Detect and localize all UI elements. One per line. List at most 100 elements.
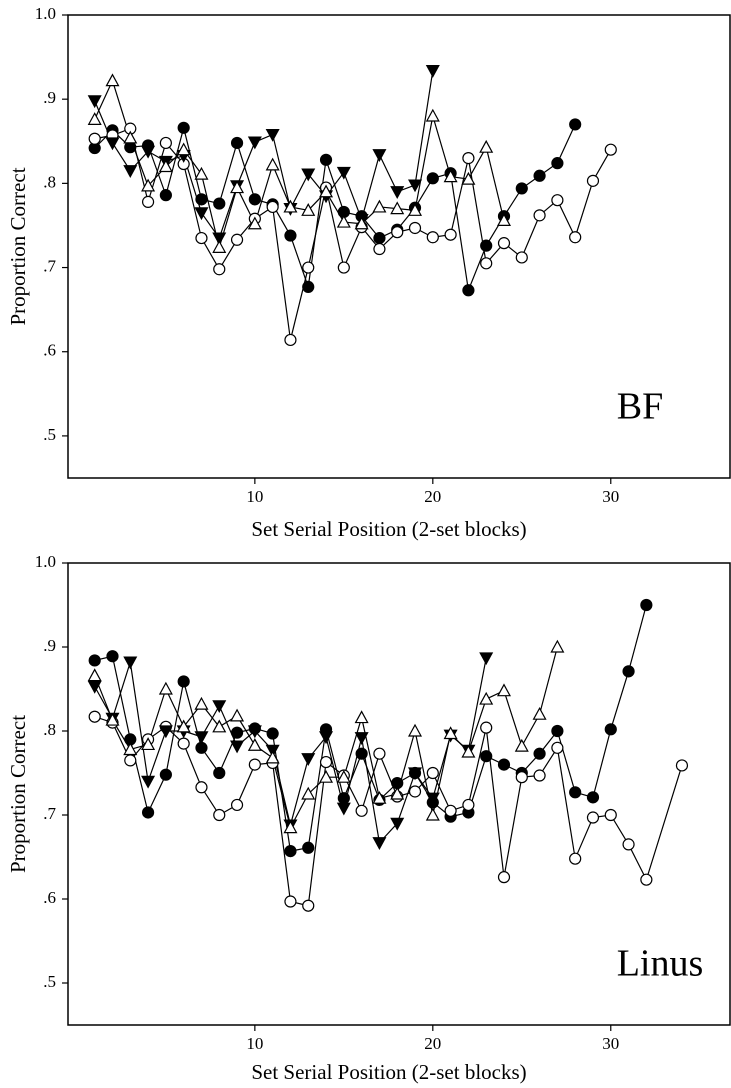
point [284, 229, 297, 242]
y-tick-label: .7 [43, 804, 56, 823]
point [497, 237, 511, 250]
point [141, 178, 156, 192]
point [195, 231, 208, 245]
point [372, 837, 387, 850]
point [159, 136, 172, 150]
y-tick-label: .5 [43, 425, 56, 444]
point [425, 792, 440, 806]
point [230, 708, 245, 722]
point [230, 233, 244, 246]
point [461, 744, 476, 758]
point [106, 650, 119, 663]
point [354, 732, 369, 745]
point [408, 179, 423, 193]
point [212, 240, 227, 253]
point [390, 786, 405, 800]
point [390, 817, 405, 831]
point [533, 769, 546, 782]
point [408, 221, 422, 235]
point [675, 759, 689, 772]
axes-frame [67, 14, 731, 479]
y-tick-label: .7 [43, 256, 56, 275]
point [408, 785, 422, 798]
point [319, 153, 333, 166]
point [622, 838, 635, 851]
point [425, 807, 440, 821]
point [569, 118, 582, 131]
point [390, 186, 405, 200]
point [497, 758, 511, 771]
point [425, 64, 440, 78]
point [302, 261, 315, 274]
point [141, 195, 155, 208]
point [284, 333, 297, 347]
point [551, 194, 564, 207]
y-tick-label: .6 [43, 888, 56, 907]
y-tick-label: 1.0 [35, 4, 56, 23]
point [337, 261, 350, 274]
point [159, 768, 172, 781]
point [176, 142, 191, 156]
point [194, 731, 209, 745]
point [586, 811, 600, 824]
point [105, 712, 120, 726]
x-tick-label: 20 [424, 487, 441, 506]
x-tick-label: 30 [602, 1034, 619, 1053]
point [87, 112, 102, 125]
point [551, 741, 564, 754]
point [248, 758, 261, 771]
point [283, 820, 298, 834]
x-tick-label: 20 [424, 1034, 441, 1053]
point [426, 172, 439, 185]
point [212, 719, 227, 733]
point [302, 841, 315, 854]
y-tick-label: .9 [43, 88, 56, 107]
point [301, 753, 316, 766]
point [444, 804, 457, 817]
point [444, 228, 457, 241]
point [569, 231, 582, 244]
point [123, 656, 138, 670]
point [336, 802, 351, 816]
point [301, 786, 316, 800]
panel: .5 .6 .7 .8 .9 1.0 10 20 30 Set Serial Position (… [6, 4, 731, 541]
point [87, 680, 102, 694]
point [373, 231, 386, 245]
point [408, 203, 423, 216]
point [337, 792, 350, 805]
point [622, 665, 635, 678]
point [480, 721, 493, 734]
point [302, 280, 315, 294]
point [336, 166, 351, 180]
point [105, 137, 120, 151]
point [443, 726, 458, 740]
point [141, 775, 156, 789]
point [87, 95, 102, 109]
point [284, 895, 297, 908]
point [319, 769, 334, 783]
y-tick-label: .5 [43, 972, 56, 991]
point [461, 171, 476, 185]
point [301, 203, 316, 216]
point [194, 207, 209, 221]
point [496, 213, 512, 227]
point [408, 767, 423, 781]
point [479, 139, 494, 153]
point [514, 738, 529, 752]
point [533, 209, 546, 222]
point [408, 723, 423, 737]
point [247, 738, 262, 751]
point [141, 737, 156, 751]
point [230, 740, 245, 754]
point [266, 200, 279, 214]
point [212, 232, 227, 246]
point [177, 675, 190, 688]
point [479, 691, 494, 705]
point [355, 804, 368, 817]
point [124, 754, 137, 767]
point [213, 808, 226, 822]
point [372, 149, 387, 162]
point [462, 798, 475, 812]
point [462, 284, 475, 297]
